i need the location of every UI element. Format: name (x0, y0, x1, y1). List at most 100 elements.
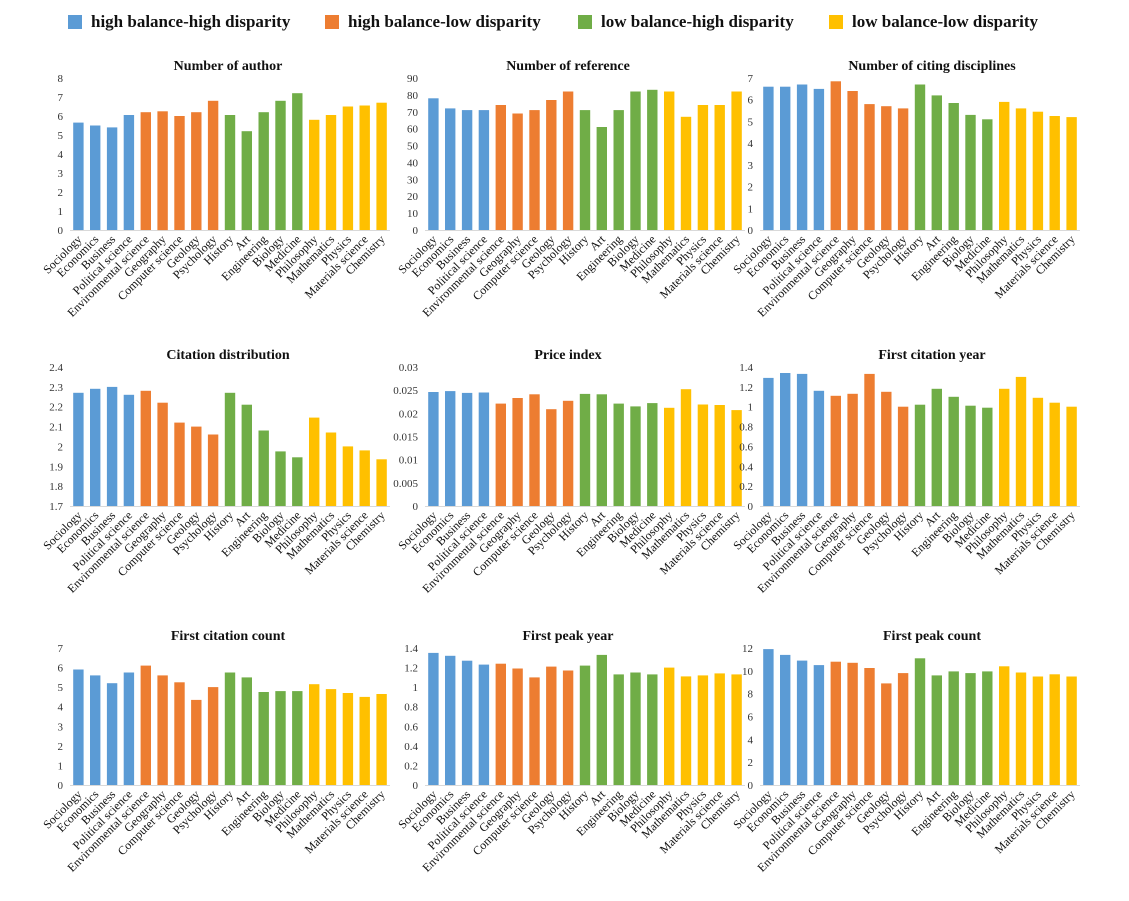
bar (897, 673, 909, 785)
bar (731, 91, 742, 230)
y-tick-label: 0 (58, 780, 64, 792)
bar (292, 457, 303, 506)
bar (965, 114, 976, 230)
y-tick-label: 7 (58, 643, 64, 655)
chart-title: First peak year (523, 629, 614, 644)
bar (562, 400, 574, 506)
bar (664, 407, 675, 506)
bar (680, 389, 692, 506)
bar (342, 106, 354, 230)
bar (680, 116, 692, 230)
bar (847, 393, 858, 506)
y-tick-label: 4 (58, 702, 64, 714)
bar (647, 674, 658, 785)
bar (999, 101, 1010, 231)
y-tick-label: 1.4 (404, 643, 418, 655)
bar (830, 81, 841, 230)
y-tick-label: 10 (742, 666, 754, 678)
bar (881, 391, 892, 506)
chart-panel: First citation count01234567SociologyEco… (40, 629, 390, 875)
bar (73, 122, 84, 230)
y-tick-label: 1 (413, 682, 419, 694)
bar (596, 654, 607, 785)
bar (1032, 676, 1044, 785)
y-tick-label: 2 (748, 757, 754, 769)
y-tick-label: 0.01 (399, 455, 418, 467)
y-tick-label: 0 (413, 225, 419, 237)
bar (258, 430, 269, 506)
chart-title: First citation year (878, 348, 985, 363)
bar (275, 100, 286, 230)
bar (292, 691, 303, 785)
bar (207, 100, 219, 230)
bar (948, 103, 959, 230)
bar (965, 673, 976, 785)
bar (697, 404, 709, 506)
y-tick-label: 80 (407, 90, 419, 102)
y-tick-label: 0.4 (404, 741, 418, 753)
legend-label: high balance-high disparity (91, 12, 291, 31)
bar (191, 426, 202, 506)
y-tick-label: 0.6 (739, 441, 753, 453)
bar (241, 404, 252, 506)
bar (123, 672, 135, 785)
bar (763, 377, 774, 506)
legend-item-high-balance-high-disparity: high balance-high disparity (68, 12, 290, 32)
bar (546, 666, 557, 785)
y-tick-label: 2.2 (49, 402, 63, 414)
bar (359, 450, 370, 506)
bar (342, 693, 354, 785)
bar (864, 104, 875, 230)
bar (579, 665, 591, 785)
bar (512, 113, 523, 230)
y-tick-label: 60 (407, 124, 419, 136)
bar (931, 675, 942, 785)
y-tick-label: 2 (58, 741, 64, 753)
y-tick-label: 1 (58, 206, 64, 218)
bar (780, 86, 791, 230)
bar (512, 398, 523, 506)
bar (123, 115, 135, 230)
bar (157, 402, 168, 506)
bar (763, 649, 774, 785)
chart-panel: Number of citing disciplines01234567Soci… (730, 59, 1080, 320)
y-tick-label: 1.7 (49, 501, 63, 513)
bar (999, 666, 1010, 785)
chart-title: Number of reference (506, 59, 630, 74)
bar (224, 672, 236, 785)
bar (359, 696, 370, 785)
bar (630, 672, 641, 785)
y-tick-label: 3 (58, 721, 64, 733)
bar (965, 405, 976, 506)
bar (982, 119, 993, 230)
bar (174, 422, 185, 506)
y-tick-label: 50 (407, 141, 419, 153)
bar (914, 404, 926, 506)
bar (664, 667, 675, 785)
y-tick-label: 10 (407, 208, 419, 220)
bar (1032, 111, 1044, 230)
y-tick-label: 0.6 (404, 721, 418, 733)
bar (596, 127, 607, 230)
y-tick-label: 4 (748, 138, 754, 150)
bar (813, 88, 825, 231)
bar (191, 112, 202, 230)
chart-panel: First citation year00.20.40.60.811.21.4S… (730, 348, 1080, 596)
bar (579, 393, 591, 506)
bar (428, 98, 439, 230)
bar (948, 671, 959, 785)
y-tick-label: 90 (407, 73, 419, 85)
bar (1049, 402, 1060, 506)
bar (275, 451, 286, 506)
y-tick-label: 0.8 (739, 422, 753, 434)
bar (478, 392, 490, 506)
bar (207, 687, 219, 785)
y-tick-label: 1.4 (739, 362, 753, 374)
bar (796, 373, 808, 506)
bar (1049, 674, 1060, 785)
bar (562, 91, 574, 230)
bar (207, 434, 219, 506)
bar (1015, 108, 1027, 230)
bar (359, 105, 370, 230)
